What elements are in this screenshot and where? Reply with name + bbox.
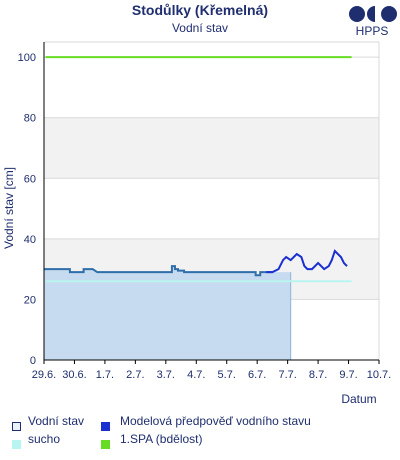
- x-tick-label: 4.7.: [187, 369, 205, 381]
- hpps-logo-icon: [349, 6, 397, 22]
- y-tick-label: 100: [18, 52, 36, 64]
- y-tick-label: 0: [30, 355, 36, 367]
- x-tick-label: 9.7.: [339, 369, 357, 381]
- plot-band: [44, 117, 379, 179]
- x-tick-label: 5.7.: [218, 369, 236, 381]
- x-tick-label: 8.7.: [309, 369, 327, 381]
- chart-title: Stodůlky (Křemelná): [131, 2, 269, 18]
- y-tick-label: 80: [24, 113, 36, 125]
- x-tick-label: 30.6.: [62, 369, 86, 381]
- series-layer: [44, 249, 348, 277]
- y-tick-label: 60: [24, 173, 36, 185]
- legend-label-forecast: Modelová předpověď vodního stavu: [120, 414, 311, 428]
- observed-area-layer: [44, 266, 292, 360]
- legend-label-observed: Vodní stav: [28, 414, 85, 428]
- y-tick-label: 20: [24, 294, 36, 306]
- x-tick-label: 3.7.: [157, 369, 175, 381]
- x-axis-label: Datum: [341, 392, 376, 406]
- observed-area: [44, 266, 291, 360]
- legend-label-spa1: 1.SPA (bdělost): [120, 432, 203, 446]
- y-axis-label: Vodní stav [cm]: [2, 167, 16, 249]
- x-tick-label: 1.7.: [96, 369, 114, 381]
- x-tick-label: 7.7.: [278, 369, 296, 381]
- y-tick-label: 40: [24, 234, 36, 246]
- observed-line: [44, 265, 273, 277]
- chart-subtitle: Vodní stav: [171, 21, 229, 35]
- forecast-line: [266, 249, 348, 274]
- axes-layer: [43, 42, 379, 361]
- x-tick-label: 10.7.: [367, 369, 391, 381]
- legend-swatch-spa1: [101, 440, 110, 449]
- legend-swatch-forecast: [101, 422, 110, 431]
- legend-label-sucho: sucho: [28, 432, 61, 446]
- x-tick-label: 6.7.: [248, 369, 266, 381]
- legend-swatch-sucho: [12, 440, 21, 449]
- tick-labels: 0 20 40 60 80 100 29.6. 30.6. 1.7. 2.7. 3.7. 4.7. 5.…: [18, 52, 392, 381]
- threshold-lines: [45, 56, 352, 283]
- x-tick-label: 29.6.: [32, 369, 56, 381]
- legend-swatch-observed: [12, 422, 21, 431]
- x-tick-label: 2.7.: [126, 369, 144, 381]
- hpps-logo-text: HPPS: [355, 24, 389, 38]
